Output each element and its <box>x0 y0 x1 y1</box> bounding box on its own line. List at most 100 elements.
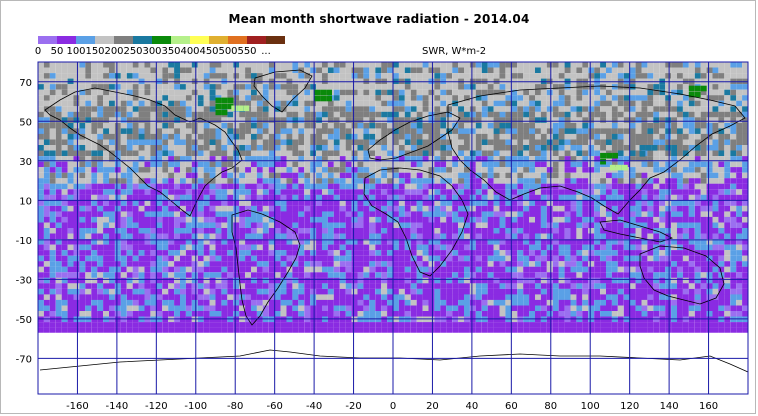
radiation-cell <box>588 100 595 107</box>
radiation-cell <box>505 178 512 184</box>
radiation-cell <box>523 150 530 157</box>
radiation-cell <box>174 167 180 173</box>
radiation-cell <box>736 100 743 107</box>
radiation-cell <box>452 211 459 217</box>
radiation-cell <box>623 255 630 262</box>
radiation-cell <box>280 122 287 129</box>
radiation-cell <box>742 200 748 206</box>
radiation-cell <box>546 62 553 68</box>
radiation-cell <box>191 250 198 256</box>
radiation-cell <box>629 189 636 195</box>
radiation-cell <box>422 250 429 256</box>
radiation-cell <box>369 150 376 157</box>
radiation-cell <box>682 200 689 206</box>
radiation-cell <box>363 178 370 184</box>
radiation-cell <box>55 211 62 217</box>
radiation-cell <box>458 145 464 151</box>
radiation-cell <box>481 205 488 212</box>
radiation-cell <box>535 145 541 151</box>
radiation-cell <box>511 84 518 90</box>
radiation-cell <box>469 266 476 273</box>
radiation-cell <box>611 272 618 278</box>
radiation-cell <box>712 250 719 256</box>
radiation-cell <box>535 117 541 123</box>
radiation-cell <box>197 183 204 190</box>
radiation-cell <box>174 283 180 289</box>
radiation-cell <box>310 244 317 251</box>
radiation-cell <box>398 277 405 284</box>
radiation-cell <box>262 222 269 229</box>
radiation-cell <box>120 255 127 262</box>
radiation-cell <box>677 233 683 240</box>
radiation-cell <box>79 277 86 284</box>
radiation-cell <box>434 178 441 184</box>
radiation-cell <box>404 62 411 68</box>
radiation-cell <box>375 178 382 184</box>
radiation-cell <box>671 167 677 173</box>
radiation-cell <box>558 95 565 101</box>
radiation-cell <box>464 161 470 168</box>
radiation-cell <box>97 89 104 96</box>
radiation-cell <box>67 133 74 140</box>
radiation-cell <box>552 128 559 134</box>
radiation-cell <box>251 194 257 201</box>
radiation-cell <box>49 139 56 146</box>
radiation-cell <box>659 150 666 157</box>
radiation-cell <box>706 244 713 251</box>
radiation-cell <box>653 122 660 129</box>
radiation-cell <box>736 189 743 195</box>
radiation-cell <box>398 73 405 79</box>
radiation-cell <box>304 200 311 206</box>
radiation-cell <box>594 100 601 107</box>
radiation-cell <box>446 266 453 273</box>
radiation-cell <box>174 111 180 118</box>
radiation-cell <box>91 161 98 168</box>
radiation-cell <box>505 266 512 273</box>
radiation-cell <box>132 183 139 190</box>
radiation-cell <box>292 178 299 184</box>
radiation-cell <box>333 233 340 240</box>
radiation-cell <box>251 233 257 240</box>
radiation-cell <box>79 189 86 195</box>
radiation-cell <box>245 89 251 96</box>
radiation-cell <box>475 272 482 278</box>
radiation-cell <box>85 95 92 101</box>
radiation-cell <box>730 194 737 201</box>
radiation-cell <box>594 222 601 229</box>
radiation-cell <box>540 150 547 157</box>
radiation-cell <box>138 62 145 68</box>
radiation-cell <box>694 111 701 118</box>
radiation-cell <box>339 277 346 284</box>
radiation-cell <box>274 167 281 173</box>
radiation-cell <box>304 183 311 190</box>
radiation-cell <box>617 183 624 190</box>
radiation-cell <box>144 139 151 146</box>
radiation-cell <box>227 261 234 267</box>
radiation-cell <box>505 183 512 190</box>
radiation-cell <box>162 178 169 184</box>
radiation-cell <box>120 272 127 278</box>
radiation-cell <box>292 222 299 229</box>
radiation-cell <box>452 222 459 229</box>
radiation-cell <box>546 111 553 118</box>
radiation-cell <box>280 183 287 190</box>
radiation-cell <box>600 62 606 68</box>
radiation-cell <box>73 89 80 96</box>
radiation-cell <box>85 139 92 146</box>
radiation-cell <box>552 150 559 157</box>
radiation-cell <box>629 222 636 229</box>
radiation-cell <box>197 216 204 223</box>
radiation-cell <box>162 211 169 217</box>
radiation-cell <box>339 145 346 151</box>
radiation-cell <box>310 139 317 146</box>
radiation-cell <box>422 128 429 134</box>
radiation-cell <box>659 277 666 284</box>
radiation-cell <box>393 277 399 284</box>
radiation-cell <box>446 244 453 251</box>
radiation-cell <box>546 183 553 190</box>
radiation-cell <box>458 183 464 190</box>
radiation-cell <box>629 67 636 74</box>
radiation-cell <box>499 194 506 201</box>
radiation-cell <box>641 228 648 234</box>
radiation-cell <box>617 250 624 256</box>
